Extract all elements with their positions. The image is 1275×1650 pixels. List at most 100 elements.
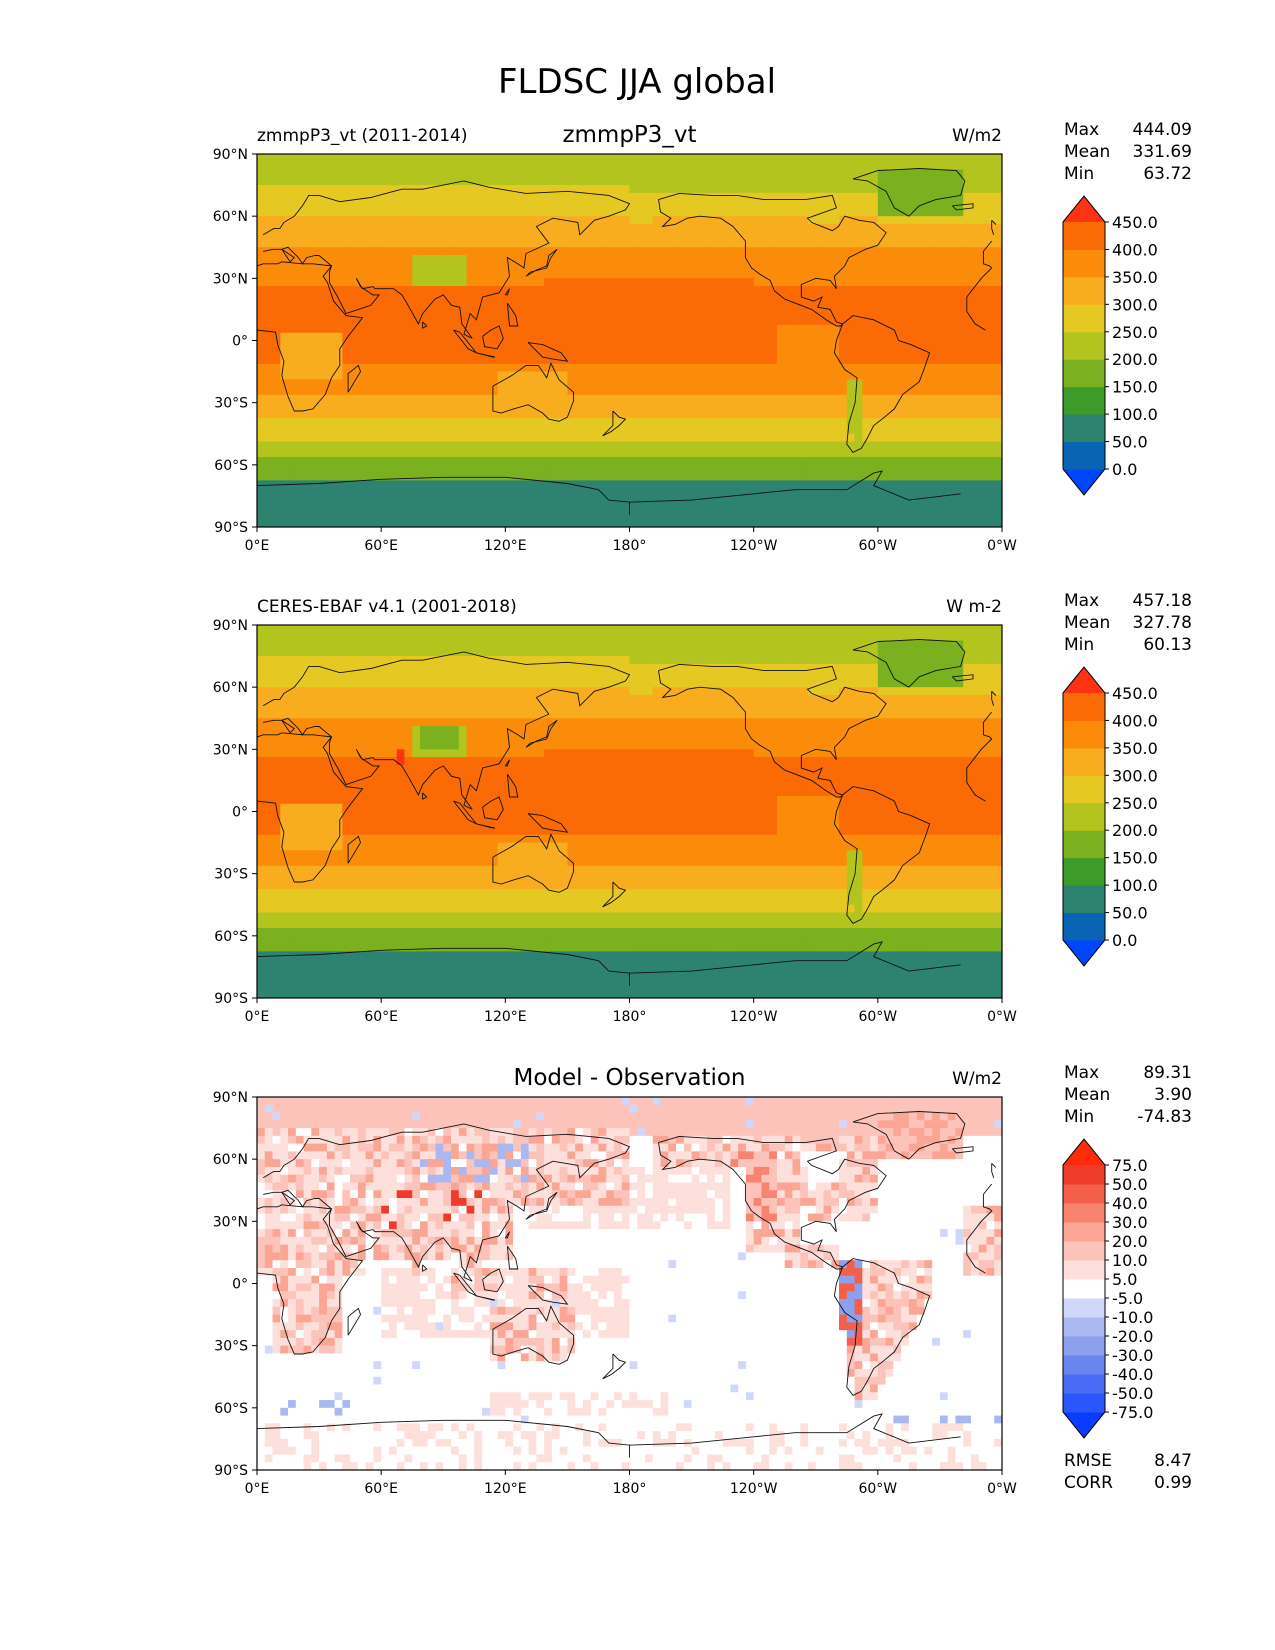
raster-cell	[613, 216, 623, 225]
raster-cell	[637, 632, 646, 642]
raster-cell	[893, 324, 902, 334]
raster-cell	[823, 441, 832, 450]
raster-cell	[319, 247, 328, 256]
raster-cell	[807, 332, 817, 342]
raster-cell	[924, 169, 933, 178]
raster-cell	[676, 632, 685, 642]
raster-cell	[745, 247, 755, 256]
raster-cell	[714, 301, 724, 311]
raster-cell	[932, 169, 941, 178]
raster-cell	[963, 488, 972, 497]
raster-cell	[458, 200, 468, 209]
raster-cell	[738, 464, 747, 474]
raster-cell	[559, 511, 569, 520]
raster-cell	[381, 239, 390, 248]
raster-cell	[707, 309, 716, 318]
raster-cell	[412, 301, 421, 311]
raster-cell	[699, 457, 708, 466]
raster-cell	[365, 293, 375, 303]
raster-cell	[970, 640, 980, 649]
raster-cell	[280, 625, 289, 634]
raster-cell	[932, 301, 941, 311]
raster-cell	[326, 503, 336, 513]
raster-cell	[280, 340, 289, 349]
raster-cell	[443, 457, 452, 466]
raster-cell	[272, 457, 281, 466]
raster-cell	[792, 488, 801, 497]
raster-cell	[396, 216, 406, 225]
raster-cell	[978, 418, 988, 427]
raster-cell	[419, 371, 429, 380]
raster-cell	[575, 192, 584, 202]
raster-cell	[458, 433, 468, 443]
raster-cell	[590, 154, 600, 163]
raster-cell	[396, 169, 406, 178]
raster-cell	[691, 363, 700, 373]
raster-cell	[451, 472, 460, 481]
raster-cell	[520, 262, 530, 272]
raster-cell	[738, 402, 747, 412]
raster-cell	[637, 262, 646, 272]
raster-cell	[536, 625, 545, 634]
raster-cell	[831, 255, 840, 264]
raster-cell	[745, 449, 755, 458]
raster-cell	[443, 231, 452, 241]
raster-cell	[482, 402, 491, 412]
raster-cell	[319, 480, 328, 489]
raster-cell	[792, 185, 801, 194]
raster-cell	[288, 262, 297, 272]
raster-cell	[730, 441, 739, 450]
raster-cell	[474, 433, 483, 443]
raster-cell	[776, 488, 786, 497]
raster-cell	[784, 371, 794, 380]
raster-cell	[575, 457, 584, 466]
raster-cell	[745, 464, 755, 474]
raster-cell	[373, 402, 382, 412]
raster-cell	[629, 488, 638, 497]
raster-cell	[582, 441, 592, 450]
raster-cell	[272, 379, 281, 388]
raster-cell	[458, 255, 468, 264]
raster-cell	[823, 488, 832, 497]
raster-cell	[551, 394, 561, 404]
raster-cell	[443, 216, 452, 225]
raster-cell	[319, 519, 328, 527]
raster-cell	[419, 632, 429, 642]
raster-cell	[419, 301, 429, 311]
raster-cell	[901, 441, 910, 450]
raster-cell	[839, 457, 848, 466]
raster-cell	[598, 286, 607, 295]
raster-cell	[893, 309, 902, 318]
raster-cell	[451, 363, 460, 373]
raster-cell	[769, 278, 778, 287]
raster-cell	[815, 379, 825, 388]
raster-cell	[381, 410, 390, 419]
raster-cell	[986, 239, 995, 248]
raster-cell	[652, 278, 662, 287]
raster-cell	[699, 255, 708, 264]
raster-cell	[458, 495, 468, 505]
raster-cell	[497, 192, 506, 202]
raster-cell	[419, 464, 429, 474]
raster-cell	[870, 161, 879, 171]
raster-cell	[288, 632, 297, 642]
raster-cell	[807, 216, 817, 225]
raster-cell	[280, 519, 289, 527]
raster-cell	[714, 371, 724, 380]
raster-cell	[792, 441, 801, 450]
raster-cell	[621, 185, 631, 194]
raster-cell	[924, 255, 933, 264]
raster-cell	[606, 371, 615, 380]
raster-cell	[908, 239, 918, 248]
raster-cell	[854, 418, 863, 427]
raster-cell	[970, 177, 980, 186]
raster-cell	[893, 519, 902, 527]
raster-cell	[745, 387, 755, 396]
raster-cell	[551, 301, 561, 311]
raster-cell	[388, 286, 398, 295]
raster-cell	[350, 169, 359, 178]
raster-cell	[908, 394, 918, 404]
raster-cell	[373, 161, 382, 171]
raster-cell	[676, 192, 685, 202]
raster-cell	[319, 495, 328, 505]
